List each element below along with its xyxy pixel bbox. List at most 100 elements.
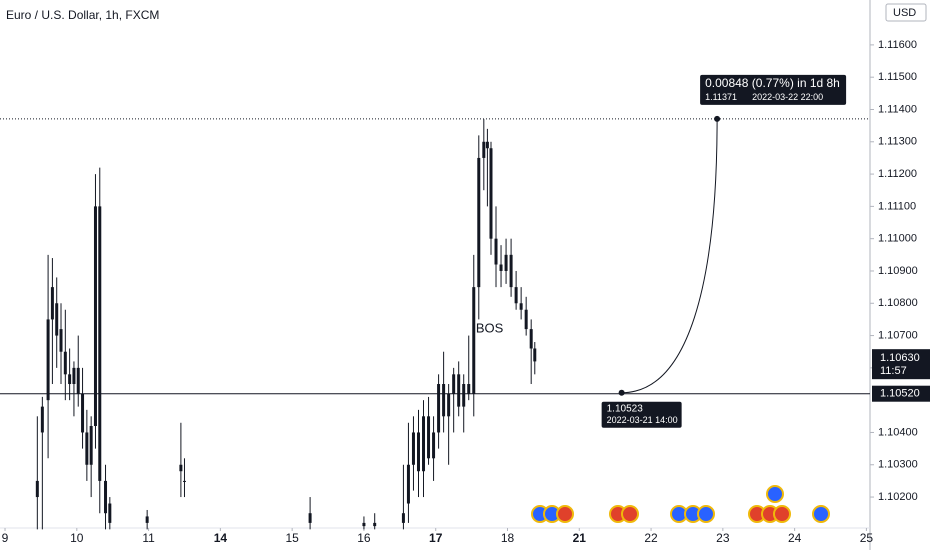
- candle-body: [104, 480, 108, 514]
- candle-body: [401, 513, 405, 523]
- candle-body: [59, 329, 63, 352]
- candle-body: [46, 319, 50, 401]
- last-price-label: 1.10630: [880, 352, 920, 364]
- x-tick-label: 10: [70, 531, 84, 545]
- candle-body: [452, 374, 456, 394]
- start-time: 2022-03-21 14:00: [607, 415, 678, 425]
- countdown: 11:57: [880, 365, 907, 377]
- y-tick-label: 1.10400: [878, 426, 918, 438]
- y-tick-label: 1.11200: [878, 168, 917, 180]
- level-label-bg: [872, 385, 930, 402]
- annotation: BOS: [476, 321, 504, 336]
- candle-body: [499, 264, 503, 271]
- x-tick-label: 23: [716, 531, 730, 545]
- last-price-bg: [872, 349, 930, 380]
- level-label: 1.10520: [880, 388, 920, 400]
- events: [531, 485, 830, 523]
- candle-body: [447, 393, 451, 417]
- candle-body: [504, 254, 508, 271]
- y-tick-label: 1.11300: [878, 136, 917, 148]
- x-tick-label: 14: [214, 531, 228, 545]
- x-tick-label: 24: [788, 531, 802, 545]
- candle-body: [179, 464, 183, 472]
- change: 0.00848 (0.77%) in 1d 8h: [705, 76, 840, 90]
- candle-body: [472, 287, 476, 394]
- start-tooltip: [601, 401, 682, 428]
- event-icon[interactable]: [766, 485, 784, 503]
- candle-body: [422, 416, 426, 472]
- candle-body: [467, 384, 471, 394]
- y-tick-label: 1.10700: [878, 329, 918, 341]
- candle-body: [477, 157, 481, 288]
- candle-body: [485, 141, 489, 149]
- candle-body: [85, 432, 89, 465]
- x-tick-label: 16: [357, 531, 371, 545]
- y-tick-label: 1.10200: [878, 491, 918, 503]
- candle-body: [509, 254, 513, 288]
- candle-body: [35, 480, 39, 498]
- candle-body: [529, 329, 533, 349]
- event-icon[interactable]: [556, 505, 574, 523]
- end-price: 1.11371: [705, 92, 737, 102]
- candle-body: [362, 522, 366, 527]
- x-tick-label: 18: [501, 531, 515, 545]
- candle-body: [514, 287, 518, 304]
- start-price: 1.10523: [607, 403, 644, 414]
- event-icon[interactable]: [621, 505, 639, 523]
- y-tick-label: 1.11100: [878, 200, 916, 212]
- event-icon[interactable]: [773, 505, 791, 523]
- candle-body: [442, 384, 446, 417]
- x-tick-label: 9: [2, 531, 9, 545]
- event-icon[interactable]: [697, 505, 715, 523]
- end-tooltip: [700, 74, 847, 105]
- y-tick-label: 1.10900: [878, 265, 918, 277]
- candle-body: [98, 206, 102, 481]
- y-tick-label: 1.11000: [878, 233, 917, 245]
- candle-body: [524, 309, 528, 330]
- y-tick-label: 1.10800: [878, 297, 918, 309]
- candle-body: [55, 303, 59, 336]
- y-tick-label: 1.11500: [878, 71, 917, 83]
- candle-body: [76, 367, 80, 394]
- event-icon[interactable]: [812, 505, 830, 523]
- projection-curve: [621, 118, 718, 394]
- currency[interactable]: USD: [893, 7, 916, 19]
- candle-body: [462, 384, 466, 407]
- candle-body: [50, 287, 54, 320]
- candle-body: [145, 516, 149, 523]
- candle-body: [81, 393, 85, 433]
- end-time: 2022-03-22 22:00: [752, 92, 823, 102]
- x-tick-label: 22: [644, 531, 658, 545]
- candle-body: [68, 374, 72, 385]
- candle-body: [411, 432, 415, 465]
- candle-body: [427, 416, 431, 459]
- y-tick-label: 1.10300: [878, 459, 918, 471]
- candle-body: [416, 432, 420, 472]
- candle-body: [533, 348, 537, 362]
- projection-start: [618, 389, 625, 396]
- candle-body: [457, 374, 461, 407]
- candle-body: [40, 406, 44, 433]
- candle-body: [63, 351, 67, 375]
- candle-body: [406, 464, 410, 504]
- x-tick-label: 21: [573, 531, 587, 545]
- candle-body: [494, 238, 498, 265]
- candle-body: [72, 367, 76, 385]
- candle-body: [182, 480, 186, 482]
- y-tick-label: 1.11600: [878, 39, 917, 51]
- candle-body: [489, 148, 493, 239]
- candle-body: [93, 206, 97, 427]
- candle-body: [373, 522, 377, 527]
- candle-body: [519, 303, 523, 310]
- x-tick-label: 15: [285, 531, 299, 545]
- candle-body: [89, 426, 93, 465]
- candle-body: [308, 513, 312, 523]
- candle-body: [437, 384, 441, 433]
- candle-body: [482, 141, 486, 158]
- currency-box[interactable]: [885, 3, 927, 22]
- projection-end: [714, 115, 721, 122]
- candle-body: [108, 503, 112, 523]
- candle-body: [432, 432, 436, 459]
- chart-title: Euro / U.S. Dollar, 1h, FXCM: [6, 8, 159, 22]
